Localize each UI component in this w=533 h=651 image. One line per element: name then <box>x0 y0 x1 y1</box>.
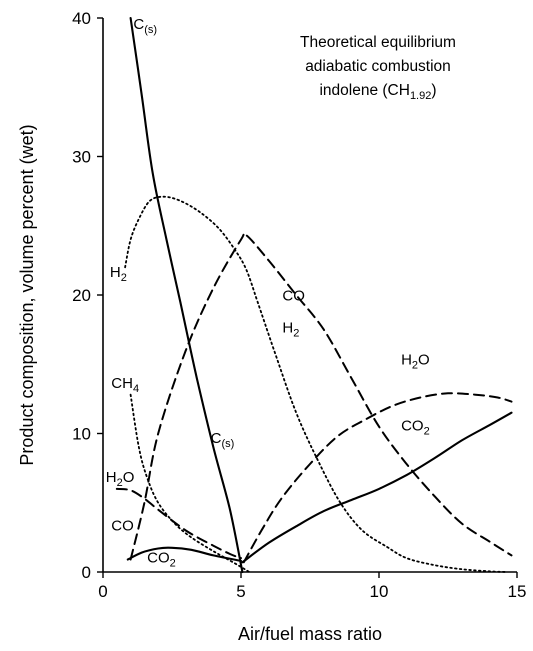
x-tick-label-0: 0 <box>98 582 107 601</box>
series-h2-line <box>124 195 507 573</box>
annotation-h2-left-base: H <box>110 264 121 281</box>
annotation-h2-left: H2 <box>110 264 127 284</box>
annotation-h2o-right-base: H <box>401 351 412 368</box>
x-tick-label-3: 15 <box>508 582 527 601</box>
series-ch4-line <box>129 393 251 573</box>
series-h2o-line <box>242 392 513 564</box>
series-co2-rich-line <box>126 546 243 562</box>
chart-title-line-2: adiabatic combustion <box>305 58 451 75</box>
annotation-h2o-left-tail: O <box>123 469 135 486</box>
series-layer <box>115 16 513 574</box>
y-axis-title: Product composition, volume percent (wet… <box>17 124 37 465</box>
chart-title-close: ) <box>431 82 436 99</box>
annotation-co2-left: CO2 <box>147 549 176 569</box>
annotation-h2o-right-subscript: 2 <box>412 359 418 371</box>
y-tick-label-0: 0 <box>82 563 91 582</box>
y-tick-label-1: 10 <box>72 425 91 444</box>
annotation-h2-mid-subscript: 2 <box>293 327 299 339</box>
y-tick-label-2: 20 <box>72 286 91 305</box>
annotation-co2-right-subscript: 2 <box>424 426 430 438</box>
annotation-cs-mid-base: C <box>211 430 222 447</box>
annotation-h2o-right: H2O <box>401 351 430 371</box>
x-tick-label-2: 10 <box>370 582 389 601</box>
annotation-h2o-right-tail: O <box>418 351 430 368</box>
annotation-h2-mid: H2 <box>282 319 299 339</box>
series-co-low-line <box>115 487 242 560</box>
annotation-cs-mid-subscript: (s) <box>221 438 234 450</box>
annotation-co-peak: CO <box>282 288 305 305</box>
annotation-cs-top-subscript: (s) <box>144 24 157 36</box>
annotation-h2o-left-subscript: 2 <box>117 477 123 489</box>
x-tick-label-1: 5 <box>236 582 245 601</box>
series-co-line <box>129 231 513 561</box>
x-axis-title: Air/fuel mass ratio <box>238 624 382 644</box>
chart-title-line-3: indolene (CH1.92) <box>319 82 436 102</box>
series-co2-line <box>241 411 513 564</box>
series-c-s-line <box>129 16 244 574</box>
annotation-h2-mid-base: H <box>282 319 293 336</box>
annotation-h2o-left-base: H <box>106 469 117 486</box>
annotation-co2-left-subscript: 2 <box>170 557 176 569</box>
annotation-cs-mid: C(s) <box>211 430 235 450</box>
chart-title-line-3-main: indolene (CH <box>319 82 409 99</box>
annotation-co2-right-base: CO <box>401 418 424 435</box>
annotation-ch4-label-base: CH <box>111 375 133 392</box>
annotation-cs-top-base: C <box>133 16 144 33</box>
annotation-h2o-left: H2O <box>106 469 135 489</box>
annotation-h2-left-subscript: 2 <box>121 272 127 284</box>
annotation-co2-right: CO2 <box>401 418 430 438</box>
annotation-co-left: CO <box>111 517 134 534</box>
chart-title-subscript: 1.92 <box>410 90 431 102</box>
axis-ticks: 0 5 10 15 0 10 20 30 40 <box>72 9 526 601</box>
chart-title-line-1: Theoretical equilibrium <box>300 34 456 51</box>
annotation-co2-left-base: CO <box>147 549 170 566</box>
annotation-cs-top: C(s) <box>133 16 157 36</box>
annotation-co-left-base: CO <box>111 517 134 534</box>
y-tick-label-4: 40 <box>72 9 91 28</box>
annotation-ch4-label: CH4 <box>111 375 139 395</box>
annotation-co-peak-base: CO <box>282 288 305 305</box>
annotation-ch4-label-subscript: 4 <box>133 383 139 395</box>
y-tick-label-3: 30 <box>72 148 91 167</box>
